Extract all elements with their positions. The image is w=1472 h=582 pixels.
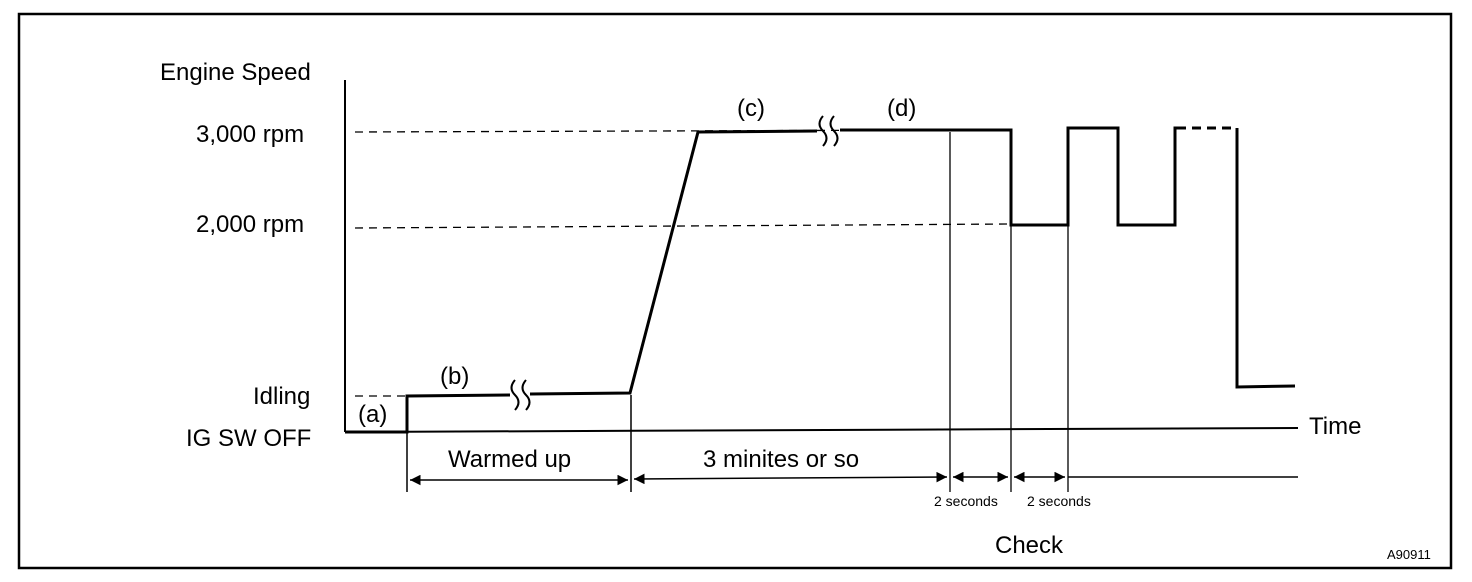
time-axis (344, 427, 1299, 433)
idling-label: Idling (253, 383, 310, 410)
two-seconds-label-1: 2 seconds (934, 493, 998, 509)
ig-sw-off-label: IG SW OFF (186, 425, 311, 452)
break-symbol-b (510, 379, 531, 411)
figure-code: A90911 (1387, 547, 1431, 562)
engine-speed-trace-start (345, 393, 511, 434)
three-minutes-arrow (633, 471, 948, 485)
rpm-3000-label: 3,000 rpm (196, 121, 304, 148)
warmed-up-label: Warmed up (448, 446, 571, 473)
engine-speed-trace-ramp (529, 129, 818, 396)
diagram-frame (17, 12, 1453, 570)
engine-speed-trace-check (840, 126, 1177, 227)
ref-2000-line (354, 223, 1013, 229)
point-b-label: (b) (440, 363, 469, 390)
time-label: Time (1309, 413, 1361, 440)
rpm-2000-label: 2,000 rpm (196, 211, 304, 238)
y-axis-title: Engine Speed (160, 59, 311, 86)
three-minutes-label: 3 minites or so (703, 446, 859, 473)
point-d-label: (d) (887, 95, 916, 122)
check-label: Check (995, 532, 1064, 559)
point-a-label: (a) (358, 401, 387, 428)
engine-speed-trace-end (1235, 128, 1296, 389)
break-symbol-c (818, 115, 839, 147)
two-seconds-label-2: 2 seconds (1027, 493, 1091, 509)
point-c-label: (c) (737, 95, 765, 122)
